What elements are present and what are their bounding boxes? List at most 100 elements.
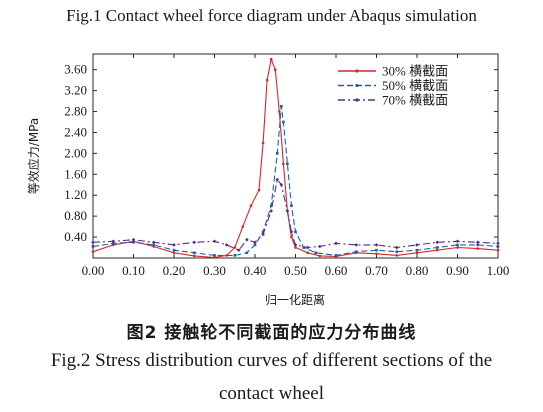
x-tick-label: 0.30 [203, 263, 226, 278]
series-1-point [192, 254, 196, 258]
series-3-point [305, 245, 310, 250]
series-3-point [415, 243, 419, 247]
series-2-point [290, 204, 293, 207]
series-3-point [269, 209, 273, 213]
legend-marker-2 [355, 83, 359, 88]
x-tick-label: 0.70 [365, 263, 388, 278]
series-3-point [91, 240, 95, 245]
series-1-point [496, 248, 500, 252]
x-axis-title: 归一化距离 [265, 292, 325, 307]
series-3-point [475, 240, 480, 245]
series-3-group [91, 177, 500, 252]
series-2-point [275, 152, 279, 155]
y-tick-label: 3.60 [64, 62, 87, 77]
series-2-point [233, 254, 237, 257]
series-1-point [273, 68, 277, 71]
x-tick-label: 0.10 [122, 263, 145, 278]
series-2-point [435, 246, 439, 249]
y-tick-label: 2.00 [64, 145, 87, 160]
series-3-point [245, 237, 249, 242]
series-3-point [394, 245, 399, 250]
series-2-point [415, 248, 419, 252]
x-tick-label: 0.20 [163, 263, 186, 278]
series-3-point [261, 232, 265, 237]
x-tick-label: 0.00 [82, 263, 105, 278]
series-3-point [172, 243, 176, 247]
series-2-point [213, 254, 216, 257]
tick-layer: 0.00 0.10 0.20 0.30 0.40 0.50 0.60 0.70 0.80 0.90… [64, 54, 509, 278]
series-1-point [294, 246, 297, 249]
series-1-group [91, 57, 500, 259]
series-2-point [245, 251, 249, 255]
x-tick-label: 0.60 [325, 263, 348, 278]
series-layer [91, 57, 500, 259]
series-2-point [456, 243, 459, 247]
series-2-point [261, 230, 265, 234]
y-axis-title: 等效应力/MPa [26, 118, 41, 194]
series-1-point [282, 162, 285, 166]
legend-marker-1 [355, 69, 359, 73]
y-tick-label: 2.80 [64, 104, 87, 119]
series-3-point [455, 239, 460, 244]
x-tick-label: 0.50 [284, 263, 307, 278]
series-2-point [192, 251, 196, 255]
series-1-point [233, 246, 237, 249]
series-1-point [91, 250, 95, 254]
series-1-point [435, 248, 439, 252]
series-3-point [496, 241, 500, 246]
series-1-point [213, 256, 216, 259]
series-3-point [192, 240, 197, 245]
series-2-point [286, 162, 289, 166]
series-1-point [306, 251, 309, 255]
x-tick-label: 1.00 [487, 263, 510, 278]
series-2-point [111, 242, 115, 245]
series-3-point [435, 240, 440, 245]
series-2-point [282, 120, 285, 124]
series-3-point [224, 243, 229, 247]
y-tick-label: 2.40 [64, 124, 87, 139]
series-3-point [334, 241, 338, 246]
legend-label-3: 70% 横截面 [382, 93, 448, 108]
legend-label-1: 30% 横截面 [382, 64, 448, 79]
series-3-point [275, 177, 280, 182]
series-2-group [91, 105, 500, 257]
y-tick-label: 0.80 [64, 208, 87, 223]
series-1-point [290, 235, 293, 239]
series-2-point [132, 241, 135, 244]
series-1-point [476, 247, 480, 250]
series-3-point [131, 237, 136, 242]
series-3-point [151, 240, 156, 245]
series-1-point [261, 141, 265, 145]
series-1-point [172, 251, 176, 255]
series-1-point [318, 254, 322, 258]
fig2-english-caption-line1: Fig.2 Stress distribution curves of diff… [50, 350, 493, 371]
series-1-point [278, 110, 281, 113]
series-2-point [476, 243, 480, 247]
series-1-point [265, 78, 269, 82]
y-tick-label: 1.20 [64, 187, 87, 202]
series-1-line [92, 57, 499, 259]
series-1-point [375, 252, 378, 256]
x-tick-label: 0.90 [446, 263, 469, 278]
series-3-point [111, 239, 116, 244]
series-2-point [375, 248, 378, 252]
y-tick-label: 1.60 [64, 166, 87, 181]
series-2-point [302, 246, 305, 249]
series-1-point [395, 254, 399, 257]
series-3-point [289, 230, 294, 234]
series-3-line [92, 178, 499, 251]
series-2-point [354, 250, 358, 254]
fig2-english-caption-line2: contact wheel [219, 383, 324, 404]
series-2-point [91, 245, 95, 248]
series-1-point [456, 246, 459, 249]
series-2-point [294, 230, 297, 234]
series-2-point [334, 254, 338, 257]
series-2-point [172, 248, 176, 252]
fig1-caption: Fig.1 Contact wheel force diagram under … [66, 6, 477, 25]
y-tick-label: 0.40 [64, 229, 87, 244]
series-3-point [354, 243, 359, 247]
y-tick-label: 3.20 [64, 83, 87, 98]
series-1-point [241, 225, 245, 228]
series-1-point [415, 251, 419, 255]
